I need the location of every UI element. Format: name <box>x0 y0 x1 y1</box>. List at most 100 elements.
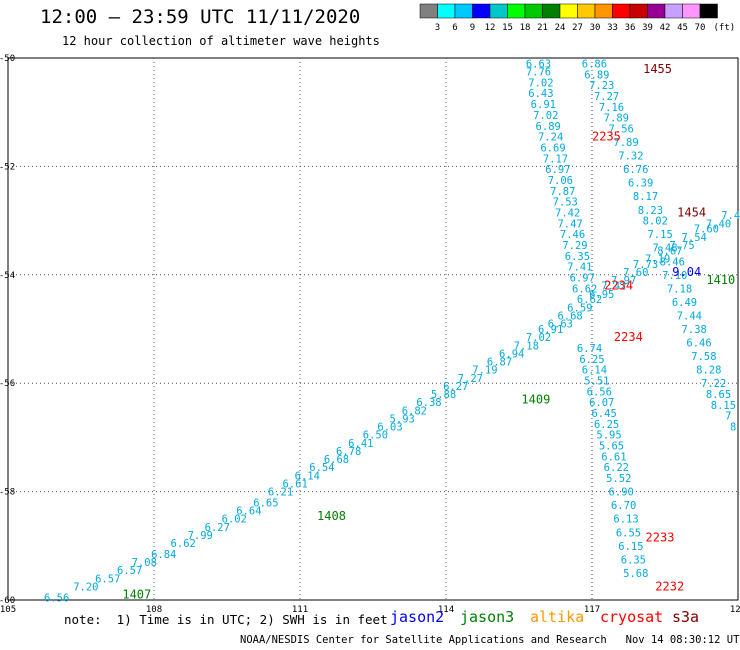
wave-height-value: 5.65 <box>599 441 624 453</box>
wave-height-value: 6.56 <box>44 592 69 604</box>
wave-height-value: 6.62 <box>577 294 602 306</box>
pass-time-label: 1455 <box>643 62 672 76</box>
wave-height-value: 6.46 <box>686 338 711 350</box>
wave-height-value: 6.41 <box>348 438 373 450</box>
wave-height-value: 7.08 <box>132 557 157 569</box>
wave-height-value: 6.15 <box>618 541 643 553</box>
page-subtitle: 12 hour collection of altimeter wave hei… <box>62 34 380 48</box>
wave-height-value: 5.88 <box>431 389 456 401</box>
wave-height-value: 6.78 <box>336 446 361 458</box>
wave-height-value: 5.93 <box>390 413 415 425</box>
wave-height-value: 6.14 <box>582 365 607 377</box>
wave-height-value: 6.97 <box>545 164 570 176</box>
wave-height-value: 7.06 <box>548 175 573 187</box>
wave-height-value: 6.25 <box>594 419 619 431</box>
wave-height-value: 7.19 <box>472 365 497 377</box>
wave-height-value: 7.27 <box>594 91 619 103</box>
pass-time-label: 1454 <box>677 205 706 219</box>
wave-height-value: 7.18 <box>514 340 539 352</box>
wave-height-value: 7.54 <box>682 232 707 244</box>
colorbar-label: 6 <box>452 23 457 33</box>
wave-height-value: 6.07 <box>589 397 614 409</box>
wave-height-value: 8.02 <box>643 216 668 228</box>
wave-height-value: 6.25 <box>579 354 604 366</box>
wave-height-value: 6.87 <box>487 357 512 369</box>
wave-height-value: 7.02 <box>526 332 551 344</box>
wave-height-value: 7.23 <box>589 80 614 92</box>
wave-height-value: 6.22 <box>604 462 629 474</box>
wave-height-value: 7.32 <box>618 151 643 163</box>
wave-height-value: 7.10 <box>662 270 687 282</box>
colorbar-label: 36 <box>625 23 636 33</box>
wave-height-value: 7.89 <box>613 137 638 149</box>
colorbar-unit: (ft) <box>714 23 736 33</box>
y-tick-label: -50 <box>0 54 15 64</box>
wave-height-value: 6.45 <box>592 408 617 420</box>
wave-height-value: 7.44 <box>677 310 702 322</box>
wave-height-value: 6.70 <box>611 500 636 512</box>
wave-height-value: 6.35 <box>621 554 646 566</box>
colorbar-label: 12 <box>485 23 496 33</box>
wave-height-value: 6.14 <box>295 470 320 482</box>
wave-height-value: 7.16 <box>599 102 624 114</box>
pass-time-label: 1407 <box>122 588 151 602</box>
credit-org: NOAA/NESDIS Center for Satellite Applica… <box>240 634 607 646</box>
wave-height-value: 8 <box>730 422 736 434</box>
wave-height-value: 6.63 <box>548 319 573 331</box>
wave-height-value: 5.52 <box>606 473 631 485</box>
page-title: 12:00 – 23:59 UTC 11/11/2020 <box>40 6 361 28</box>
wave-height-value: 7.42 <box>601 281 626 293</box>
wave-height-value: 6.86 <box>582 58 607 70</box>
wave-height-value: 7.22 <box>701 378 726 390</box>
wave-height-value: 6.68 <box>557 310 582 322</box>
colorbar-label: 27 <box>572 23 583 33</box>
plot-frame <box>7 57 739 601</box>
wave-height-value: 5.95 <box>596 430 621 442</box>
wave-height-value: 6.35 <box>565 251 590 263</box>
wave-height-value: 7 <box>725 411 731 423</box>
footer-credit: NOAA/NESDIS Center for Satellite Applica… <box>240 634 740 646</box>
wave-height-value: 7.41 <box>567 262 592 274</box>
wave-height-value: 6.63 <box>526 58 551 70</box>
pass-time-label: 2232 <box>655 579 684 593</box>
wave-height-value: 6.49 <box>672 297 697 309</box>
x-tick-label: 111 <box>292 605 308 615</box>
y-tick-label: -60 <box>0 596 15 606</box>
wave-height-value: 7.02 <box>533 110 558 122</box>
wave-height-value: 6.95 <box>589 289 614 301</box>
pass-time-label: 2235 <box>592 130 621 144</box>
wave-height-value: 7.87 <box>550 186 575 198</box>
wave-height-value: 7.75 <box>669 240 694 252</box>
pass-time-label: 1410 <box>706 273 735 287</box>
colorbar-label: 18 <box>520 23 531 33</box>
wave-height-value: 6.74 <box>577 343 602 355</box>
wave-height-value: 6.59 <box>567 302 592 314</box>
x-tick-label: 117 <box>584 605 600 615</box>
pass-time-label: 2234 <box>614 330 643 344</box>
wave-height-value: 7.20 <box>73 581 98 593</box>
wave-height-value: 6.82 <box>402 405 427 417</box>
wave-height-value: 5.51 <box>584 375 609 387</box>
legend-jason3: jason3 <box>460 608 515 626</box>
colorbar-label: 9 <box>470 23 475 33</box>
wave-height-value: 6.91 <box>538 324 563 336</box>
wave-height-value: 7.29 <box>562 240 587 252</box>
wave-height-value: 6.57 <box>117 565 142 577</box>
wave-height-value: 6.39 <box>628 178 653 190</box>
colorbar-label: 45 <box>677 23 688 33</box>
wave-height-value: 5.68 <box>623 568 648 580</box>
wave-height-value: 6.64 <box>236 506 261 518</box>
colorbar-label: 39 <box>642 23 653 33</box>
wave-height-value: 7.73 <box>633 259 658 271</box>
wave-height-value: 6.54 <box>309 462 334 474</box>
wave-height-value: 7.02 <box>528 77 553 89</box>
colorbar-label: 33 <box>607 23 618 33</box>
wave-height-value: 6.61 <box>601 451 626 463</box>
x-tick-label: 120 <box>730 605 740 615</box>
wave-height-value: 6.62 <box>572 283 597 295</box>
wave-height-value: 7.53 <box>553 197 578 209</box>
pass-time-label: 2233 <box>646 531 675 545</box>
wave-height-value: 6.27 <box>443 381 468 393</box>
wave-height-value: 6.90 <box>609 487 634 499</box>
